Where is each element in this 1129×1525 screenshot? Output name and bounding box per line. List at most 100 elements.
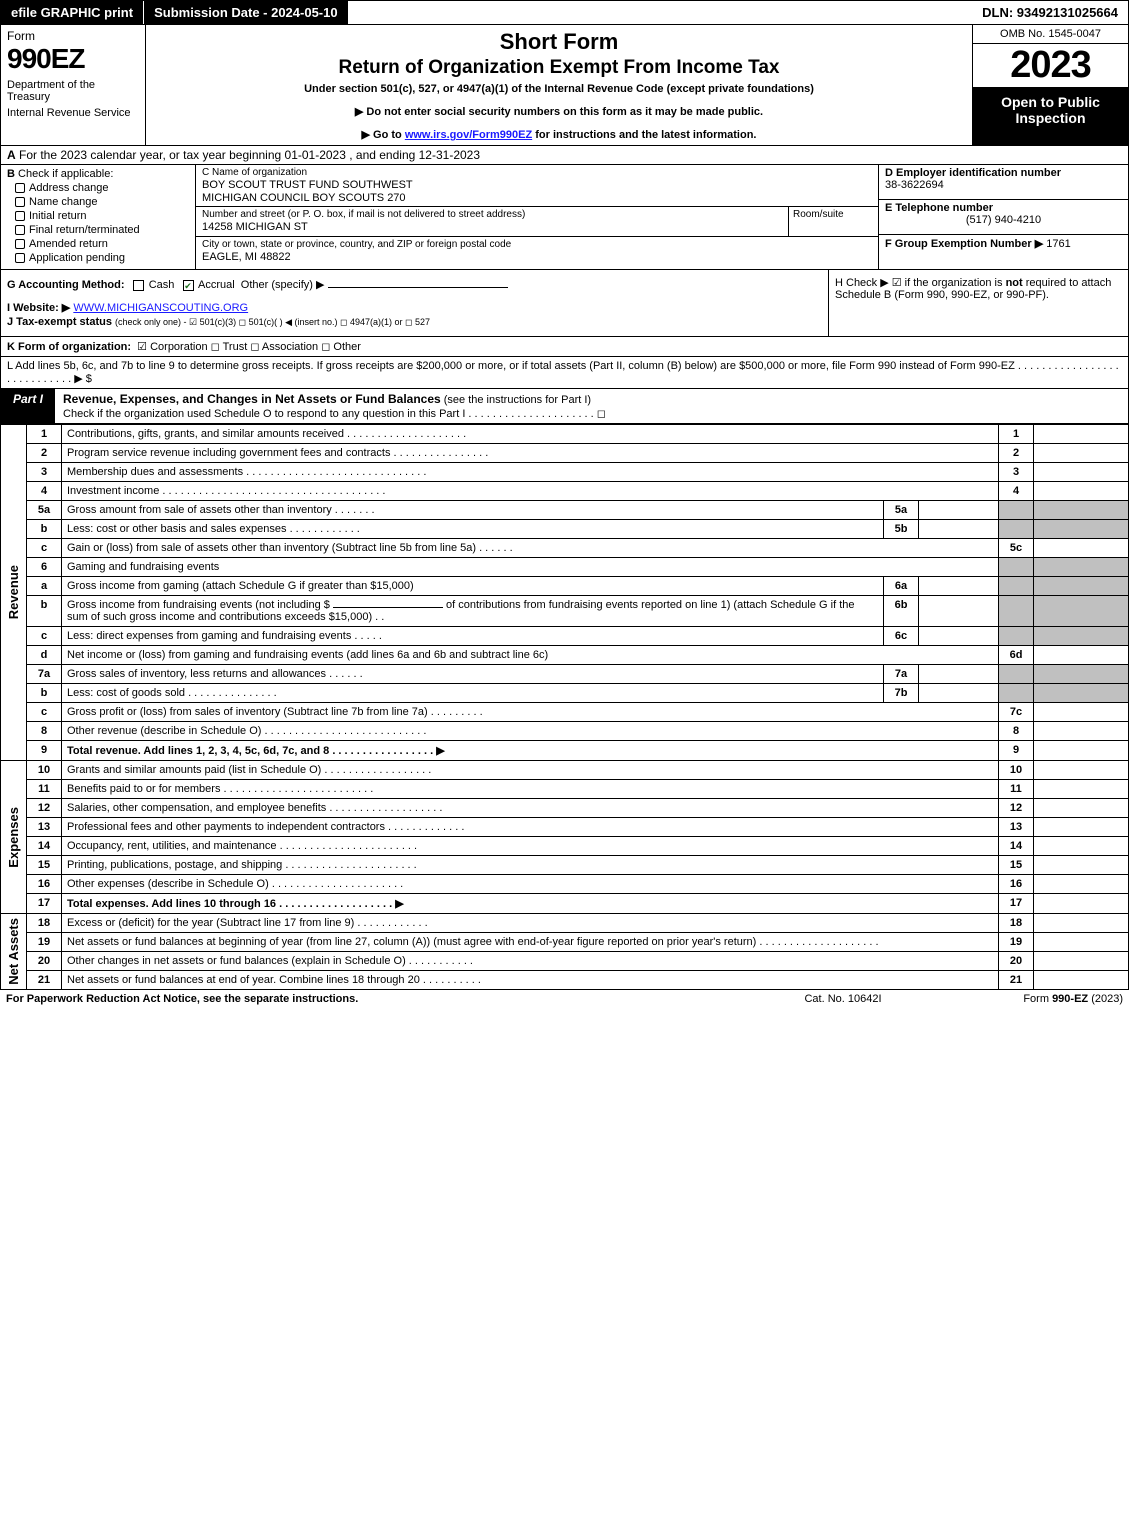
subval (919, 596, 999, 627)
netassets-sidelabel-text: Net Assets (6, 918, 21, 985)
checkbox-cash[interactable] (133, 280, 144, 291)
check-application-pending[interactable]: Application pending (15, 252, 189, 264)
part1-check-line: Check if the organization used Schedule … (63, 408, 606, 420)
subval (919, 520, 999, 539)
table-row: 7a Gross sales of inventory, less return… (1, 665, 1129, 684)
lineno: 18 (27, 914, 62, 933)
table-row: Net Assets 18 Excess or (deficit) for th… (1, 914, 1129, 933)
street-cell: Number and street (or P. O. box, if mail… (196, 207, 878, 237)
l-text: L Add lines 5b, 6c, and 7b to line 9 to … (7, 360, 1119, 385)
rightno-shaded (999, 501, 1034, 520)
rightval (1034, 818, 1129, 837)
rightno: 5c (999, 539, 1034, 558)
sublineno: 7b (884, 684, 919, 703)
rightval-shaded (1034, 558, 1129, 577)
line-desc: Less: cost of goods sold . . . . . . . .… (62, 684, 884, 703)
rightval (1034, 799, 1129, 818)
table-row: 11 Benefits paid to or for members . . .… (1, 780, 1129, 799)
efile-graphic-print-button[interactable]: efile GRAPHIC print (1, 1, 144, 24)
line-desc: Gross profit or (loss) from sales of inv… (62, 703, 999, 722)
rightval (1034, 425, 1129, 444)
opt-label: Final return/terminated (29, 224, 140, 236)
rightval (1034, 914, 1129, 933)
table-row: 4 Investment income . . . . . . . . . . … (1, 482, 1129, 501)
sublineno: 6a (884, 577, 919, 596)
box-e: E Telephone number (517) 940-4210 (879, 200, 1128, 235)
k-label: K Form of organization: (7, 341, 131, 353)
check-amended-return[interactable]: Amended return (15, 238, 189, 250)
lineno: 2 (27, 444, 62, 463)
lineno: 5a (27, 501, 62, 520)
checkbox-accrual[interactable] (183, 280, 194, 291)
website-link[interactable]: WWW.MICHIGANSCOUTING.ORG (73, 302, 248, 314)
rightno-shaded (999, 596, 1034, 627)
table-row: c Less: direct expenses from gaming and … (1, 627, 1129, 646)
submission-date-label: Submission Date - 2024-05-10 (144, 1, 348, 24)
org-name-2: MICHIGAN COUNCIL BOY SCOUTS 270 (202, 192, 872, 204)
rightval-shaded (1034, 577, 1129, 596)
line-desc: Gross income from fundraising events (no… (62, 596, 884, 627)
contrib-amount-input[interactable] (333, 607, 443, 608)
rightno-shaded (999, 577, 1034, 596)
lineno: c (27, 627, 62, 646)
rightval (1034, 894, 1129, 914)
lineno: 1 (27, 425, 62, 444)
check-final-return[interactable]: Final return/terminated (15, 224, 189, 236)
accrual-label: Accrual (198, 279, 235, 291)
ein-label-text: D Employer identification number (885, 167, 1061, 179)
row-a-text: For the 2023 calendar year, or tax year … (19, 148, 480, 162)
line-desc: Total revenue. Add lines 1, 2, 3, 4, 5c,… (62, 741, 999, 761)
line-desc: Membership dues and assessments . . . . … (62, 463, 999, 482)
lineno: 12 (27, 799, 62, 818)
footer-right-pre: Form (1023, 993, 1052, 1005)
check-name-change[interactable]: Name change (15, 196, 189, 208)
lines-table: Revenue 1 Contributions, gifts, grants, … (0, 424, 1129, 990)
irs-link[interactable]: www.irs.gov/Form990EZ (405, 129, 532, 141)
jtax-label: J Tax-exempt status (7, 316, 112, 328)
lineno: c (27, 703, 62, 722)
rightno: 10 (999, 761, 1034, 780)
subval (919, 501, 999, 520)
rightno: 6d (999, 646, 1034, 665)
footer-cat-no: Cat. No. 10642I (743, 993, 943, 1005)
phone-label: E Telephone number (885, 202, 1122, 214)
rightval (1034, 482, 1129, 501)
lineno: 16 (27, 875, 62, 894)
city-label: City or town, state or province, country… (202, 239, 872, 250)
header-right: OMB No. 1545-0047 2023 Open to Public In… (973, 25, 1128, 145)
rightval (1034, 933, 1129, 952)
opt-label: Address change (29, 182, 109, 194)
line-desc: Other revenue (describe in Schedule O) .… (62, 722, 999, 741)
part1-title-text: Revenue, Expenses, and Changes in Net As… (63, 392, 441, 406)
row-h: H Check ▶ ☑ if the organization is not r… (828, 270, 1128, 336)
table-row: 8 Other revenue (describe in Schedule O)… (1, 722, 1129, 741)
dept-treasury: Department of the Treasury (7, 79, 139, 103)
part1-title-sub: (see the instructions for Part I) (441, 394, 591, 406)
instr-goto-post: for instructions and the latest informat… (532, 129, 756, 141)
check-initial-return[interactable]: Initial return (15, 210, 189, 222)
line-desc: Professional fees and other payments to … (62, 818, 999, 837)
check-address-change[interactable]: Address change (15, 182, 189, 194)
lineno: c (27, 539, 62, 558)
table-row: b Less: cost or other basis and sales ex… (1, 520, 1129, 539)
rightval-shaded (1034, 684, 1129, 703)
form-number: 990EZ (7, 43, 139, 75)
subval (919, 665, 999, 684)
line-desc: Net assets or fund balances at beginning… (62, 933, 999, 952)
accounting-method: G Accounting Method: Cash Accrual Other … (7, 278, 822, 291)
rightval (1034, 761, 1129, 780)
dln-label: DLN: 93492131025664 (972, 1, 1128, 24)
rightval (1034, 444, 1129, 463)
rightno: 18 (999, 914, 1034, 933)
row-a-label: A (7, 148, 16, 162)
box-c: C Name of organization BOY SCOUT TRUST F… (196, 165, 878, 269)
row-k: K Form of organization: ☑ Corporation ◻ … (0, 337, 1129, 357)
line-desc: Contributions, gifts, grants, and simila… (62, 425, 999, 444)
box-b-label: B (7, 168, 15, 180)
table-row: 15 Printing, publications, postage, and … (1, 856, 1129, 875)
expenses-sidelabel: Expenses (1, 761, 27, 914)
rightval-shaded (1034, 665, 1129, 684)
other-specify-input[interactable] (328, 287, 508, 288)
open-to-public-inspection: Open to Public Inspection (973, 88, 1128, 145)
instr-goto: ▶ Go to www.irs.gov/Form990EZ for instru… (154, 128, 964, 141)
